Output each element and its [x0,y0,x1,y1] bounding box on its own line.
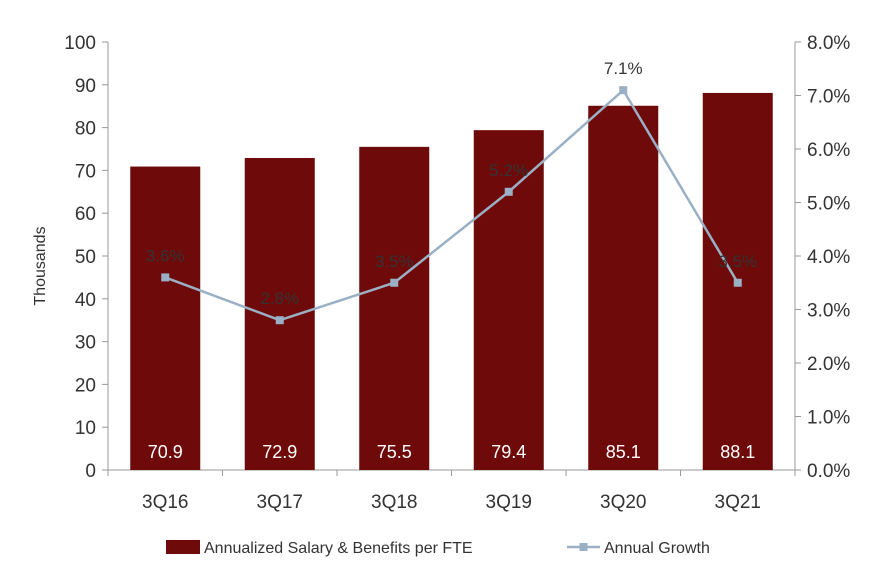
left-tick-label: 40 [75,290,96,311]
bar-value-label: 75.5 [377,442,412,462]
line-series [161,86,742,325]
left-tick-label: 90 [75,76,96,97]
left-tick-label: 30 [75,333,96,354]
growth-value-label: 2.8% [260,289,299,308]
x-tick-label: 3Q18 [371,492,417,513]
bar-series [130,92,773,471]
growth-marker [275,316,284,325]
growth-marker [161,273,170,282]
growth-line [164,88,739,322]
right-tick-label: 7.0% [807,87,850,108]
bar [244,157,315,470]
growth-marker [619,86,628,95]
legend: Annualized Salary & Benefits per FTE Annu… [166,540,710,557]
right-tick-label: 5.0% [807,194,850,215]
right-tick-label: 0.0% [807,461,850,482]
growth-value-label: 3.5% [375,252,414,271]
left-tick-label: 80 [75,119,96,140]
bar [359,146,430,471]
legend-line-marker [579,543,588,551]
growth-value-label: 5.2% [489,161,528,180]
left-tick-label: 60 [75,204,96,225]
x-tick-label: 3Q17 [257,492,303,513]
growth-value-label: 7.1% [604,59,643,78]
growth-value-label: 3.5% [718,252,757,271]
right-tick-label: 1.0% [807,408,850,429]
left-tick-label: 10 [75,418,96,439]
right-tick-label: 3.0% [807,301,850,322]
right-tick-label: 4.0% [807,247,850,268]
legend-bar-swatch [166,540,200,554]
growth-marker [504,187,513,196]
left-tick-label: 100 [64,33,96,54]
right-tick-label: 8.0% [807,33,850,54]
growth-marker [733,278,742,287]
x-tick-label: 3Q20 [600,492,646,513]
bar-value-label: 72.9 [262,442,297,462]
growth-value-label: 3.6% [146,246,185,265]
x-tick-label: 3Q19 [486,492,532,513]
bar [588,105,659,470]
bar-value-label: 70.9 [148,442,183,462]
legend-bar-label: Annualized Salary & Benefits per FTE [204,540,473,557]
bar [130,166,201,470]
bar-value-label: 79.4 [491,442,526,462]
right-tick-label: 2.0% [807,354,850,375]
left-tick-label: 50 [75,247,96,268]
bar [473,130,544,470]
data-labels: 70.9 72.9 75.5 79.4 85.1 88.1 3.6% 2.8% 3.5% 5.2%… [146,59,757,462]
chart-axes: 0 10 20 30 40 50 60 70 80 90 100 0.0% 1.0% 2.0% 3.0% 4.… [32,33,850,513]
left-tick-label: 20 [75,375,96,396]
y-axis-title: Thousands [32,226,49,305]
legend-line-label: Annual Growth [604,540,710,557]
bar-value-label: 88.1 [720,442,755,462]
left-tick-label: 70 [75,161,96,182]
growth-marker [390,278,399,287]
x-tick-label: 3Q21 [715,492,761,513]
bar-value-label: 85.1 [606,442,641,462]
right-tick-label: 6.0% [807,140,850,161]
x-tick-label: 3Q16 [142,492,188,513]
left-tick-label: 0 [85,461,96,482]
